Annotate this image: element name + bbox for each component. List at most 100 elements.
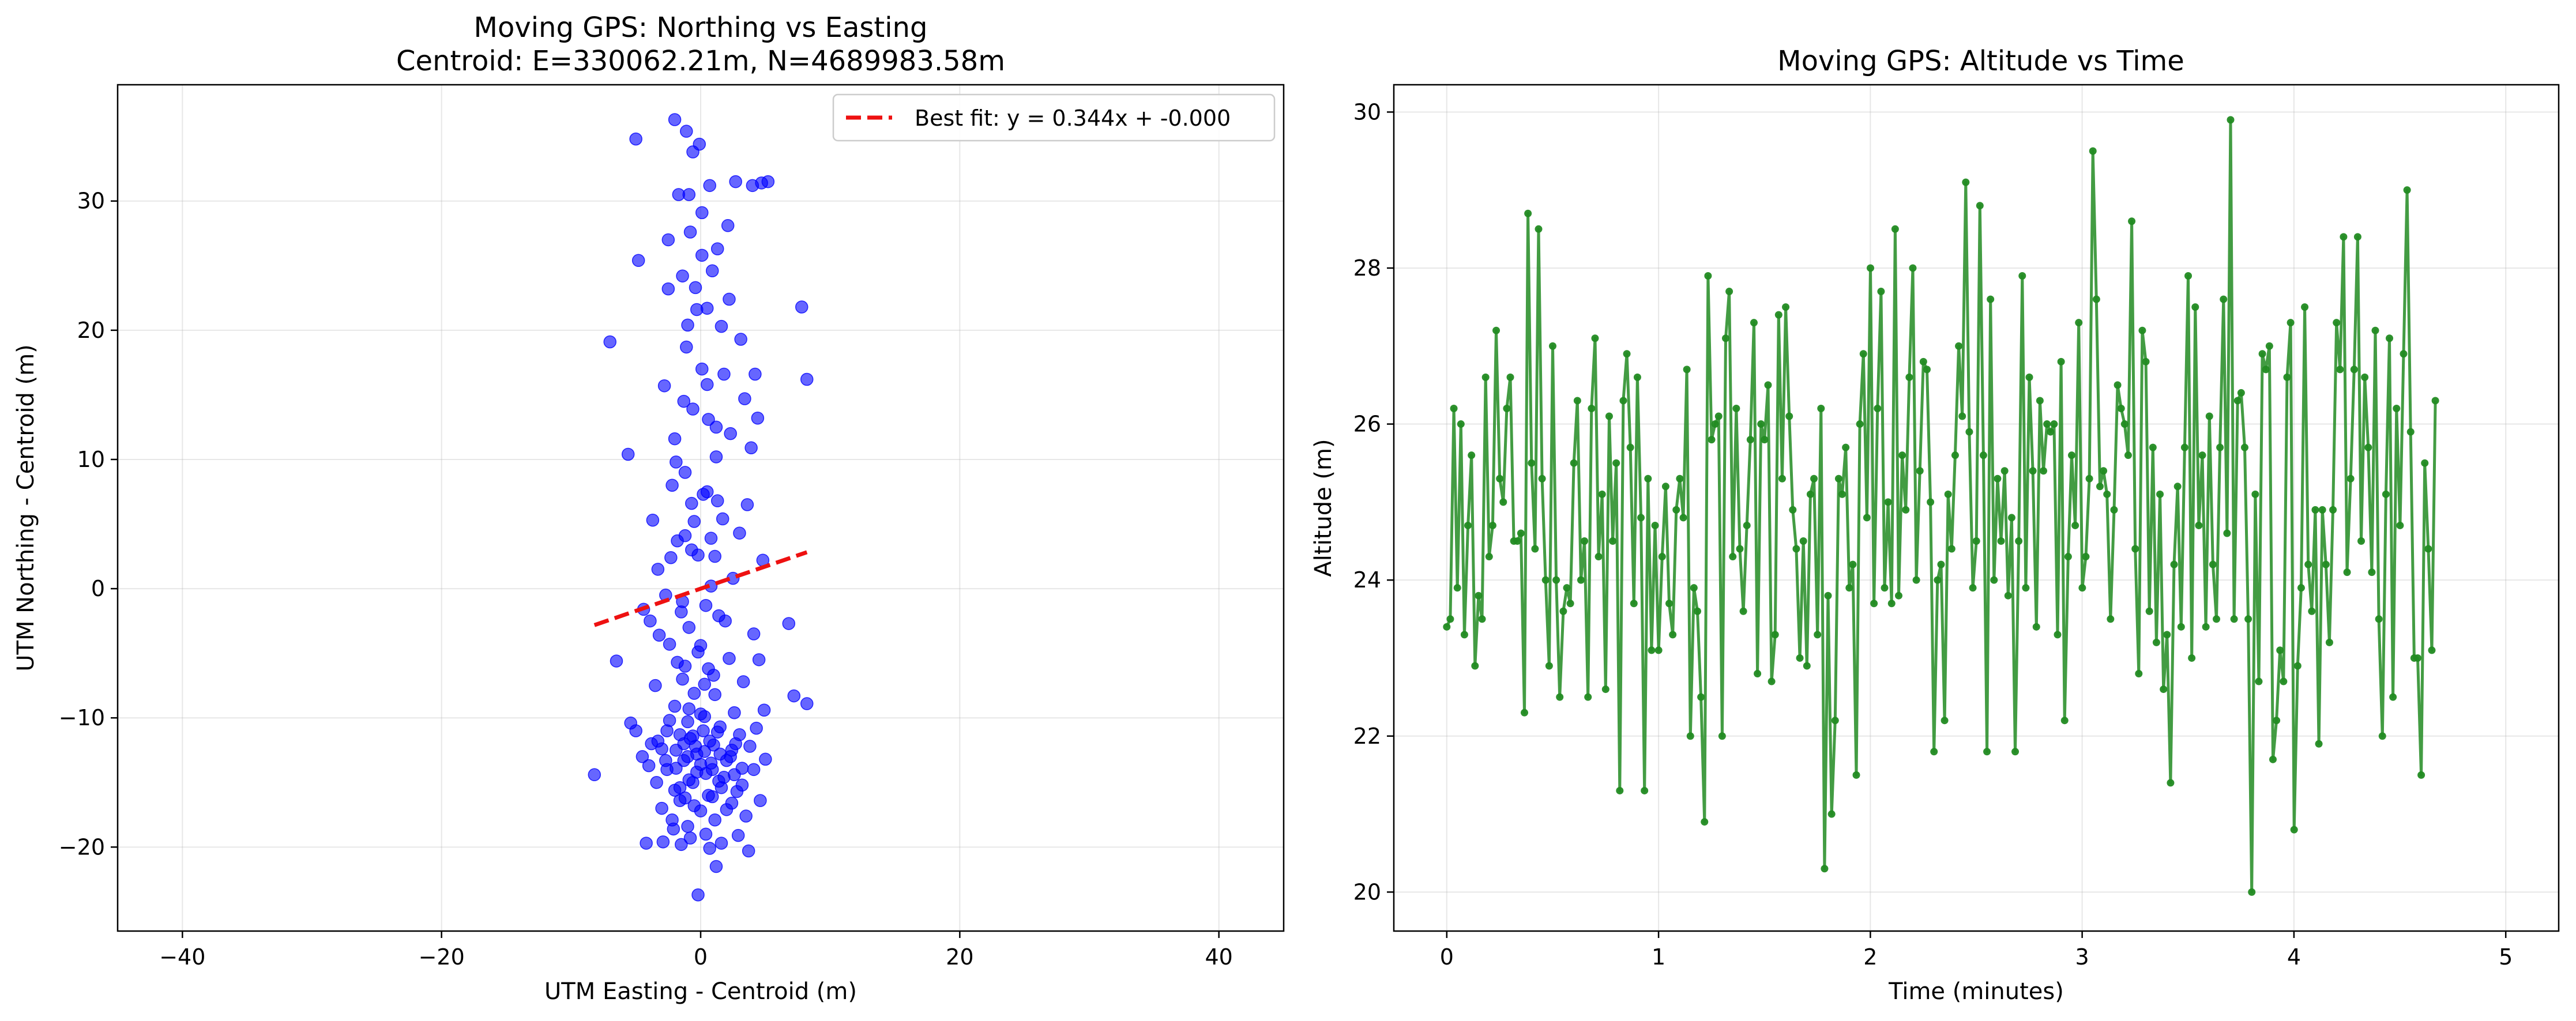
altitude-point	[1714, 412, 1723, 420]
altitude-point	[1894, 591, 1902, 600]
altitude-point	[1757, 420, 1765, 428]
scatter-point	[682, 188, 696, 201]
altitude-point	[2195, 521, 2203, 529]
altitude-point	[1492, 326, 1501, 334]
altitude-point	[2240, 443, 2248, 451]
altitude-point	[2353, 233, 2361, 241]
altitude-point	[1591, 334, 1599, 342]
scatter-point	[677, 394, 691, 408]
scatter-point	[651, 734, 665, 748]
altitude-point	[1958, 412, 1966, 420]
altitude-point	[1789, 506, 1797, 514]
scatter-point	[795, 300, 808, 314]
scatter-point	[700, 485, 714, 499]
altitude-point	[1750, 319, 1758, 327]
scatter-point	[724, 427, 737, 440]
scatter-point	[742, 844, 755, 858]
altitude-point	[1969, 584, 1977, 592]
scatter-panel: Moving GPS: Northing vs Easting Centroid…	[13, 12, 1285, 1005]
altitude-point	[2322, 560, 2330, 568]
altitude-y-axis-label: Altitude (m)	[1310, 439, 1337, 577]
scatter-point	[709, 420, 723, 434]
scatter-point	[694, 639, 708, 652]
scatter-point	[700, 378, 714, 391]
scatter-y-tick-label: 0	[91, 576, 105, 601]
altitude-point	[2343, 568, 2351, 577]
altitude-gridlines	[1394, 85, 2559, 931]
altitude-point	[1641, 786, 1649, 794]
altitude-point	[2251, 490, 2259, 498]
altitude-point	[2163, 631, 2171, 639]
scatter-point	[683, 831, 697, 845]
altitude-point	[1887, 600, 1896, 608]
scatter-point	[708, 549, 721, 563]
altitude-point	[1743, 521, 1751, 529]
scatter-point	[683, 225, 697, 239]
scatter-point	[703, 842, 716, 855]
scatter-point	[668, 113, 682, 126]
scatter-point	[787, 689, 801, 703]
altitude-point	[2428, 646, 2436, 654]
altitude-point	[1990, 576, 1998, 584]
altitude-point	[1718, 732, 1726, 740]
scatter-point	[752, 653, 766, 666]
altitude-x-tick-label: 2	[1863, 944, 1877, 970]
altitude-point	[2400, 350, 2408, 358]
altitude-point	[1471, 662, 1479, 670]
scatter-point	[621, 447, 635, 461]
altitude-point	[2047, 428, 2055, 436]
altitude-point	[1541, 576, 1550, 584]
altitude-point	[1810, 474, 1818, 483]
altitude-point	[2117, 404, 2125, 412]
scatter-x-tick-label: −20	[419, 944, 465, 970]
altitude-point	[2107, 615, 2115, 623]
scatter-point	[717, 367, 731, 381]
scatter-point	[699, 827, 713, 841]
scatter-point	[603, 335, 616, 349]
scatter-y-tick-label: −10	[59, 705, 105, 730]
altitude-point	[2205, 412, 2213, 420]
altitude-point	[2064, 553, 2072, 561]
scatter-point	[661, 233, 675, 247]
scatter-point	[729, 737, 742, 751]
altitude-point	[2280, 677, 2288, 685]
altitude-y-tick-label: 20	[1353, 879, 1381, 905]
altitude-point	[2032, 623, 2040, 631]
altitude-point	[2265, 342, 2273, 350]
altitude-point	[1475, 591, 1483, 600]
altitude-point	[1559, 607, 1567, 615]
altitude-point	[1528, 459, 1536, 467]
scatter-point	[703, 179, 716, 193]
scatter-point	[708, 688, 721, 702]
altitude-point	[2368, 568, 2376, 577]
scatter-point	[705, 264, 719, 277]
altitude-y-tick-label: 30	[1353, 99, 1381, 125]
altitude-point	[2361, 373, 2369, 381]
altitude-point	[1535, 225, 1543, 233]
scatter-point	[710, 494, 724, 507]
scatter-y-tick-label: 10	[77, 447, 105, 472]
altitude-point	[2301, 303, 2309, 311]
altitude-point	[1616, 786, 1624, 794]
altitude-point	[1951, 451, 1959, 459]
scatter-point	[761, 175, 775, 189]
altitude-point	[1595, 553, 1603, 561]
scatter-point	[736, 675, 750, 688]
altitude-point	[1573, 397, 1581, 405]
scatter-point	[707, 739, 720, 752]
scatter-point	[664, 551, 678, 564]
altitude-point	[1485, 553, 1493, 561]
altitude-point	[1721, 334, 1729, 342]
scatter-point	[714, 837, 728, 850]
altitude-point	[2152, 638, 2160, 646]
scatter-points	[588, 113, 814, 902]
scatter-point	[682, 621, 696, 634]
scatter-point	[675, 605, 688, 619]
scatter-point	[659, 753, 672, 767]
altitude-point	[1732, 404, 1740, 412]
altitude-point	[1898, 451, 1906, 459]
altitude-point	[1867, 264, 1875, 272]
scatter-point	[740, 498, 754, 511]
scatter-point	[681, 715, 694, 729]
altitude-point	[2135, 670, 2143, 678]
